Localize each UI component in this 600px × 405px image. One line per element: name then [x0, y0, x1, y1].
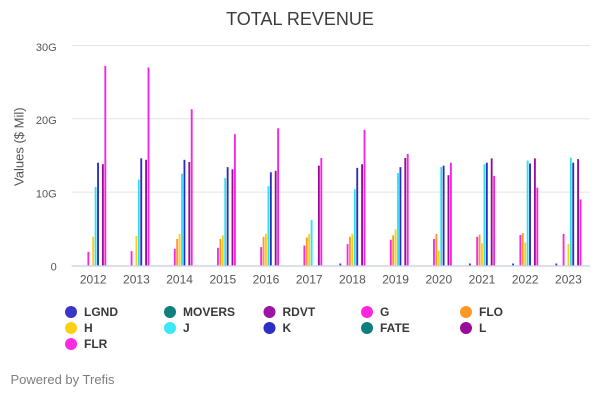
svg-text:30G: 30G: [36, 42, 57, 54]
svg-text:J: J: [183, 321, 190, 335]
svg-text:2017: 2017: [296, 273, 323, 287]
svg-text:10G: 10G: [36, 188, 57, 200]
svg-text:2013: 2013: [123, 273, 150, 287]
svg-text:FLO: FLO: [479, 305, 503, 319]
svg-text:2022: 2022: [512, 273, 539, 287]
svg-text:2016: 2016: [253, 273, 280, 287]
svg-text:FLR: FLR: [84, 337, 108, 351]
svg-text:G: G: [380, 305, 389, 319]
svg-text:2019: 2019: [382, 273, 409, 287]
svg-text:RDVT: RDVT: [283, 305, 316, 319]
svg-text:2012: 2012: [80, 273, 107, 287]
svg-text:L: L: [479, 321, 486, 335]
svg-text:2014: 2014: [166, 273, 193, 287]
svg-text:0: 0: [51, 262, 57, 274]
svg-text:H: H: [84, 321, 93, 335]
svg-text:20G: 20G: [36, 115, 57, 127]
svg-text:Powered by Trefis: Powered by Trefis: [11, 372, 116, 387]
svg-text:2015: 2015: [209, 273, 236, 287]
svg-text:2018: 2018: [339, 273, 366, 287]
svg-text:2021: 2021: [469, 273, 496, 287]
svg-text:LGND: LGND: [84, 305, 118, 319]
svg-text:2023: 2023: [555, 273, 582, 287]
svg-text:FATE: FATE: [380, 321, 410, 335]
svg-text:2020: 2020: [425, 273, 452, 287]
svg-text:TOTAL REVENUE: TOTAL REVENUE: [226, 9, 374, 29]
svg-text:Values ($ Mil): Values ($ Mil): [12, 107, 27, 186]
svg-text:K: K: [283, 321, 292, 335]
svg-text:MOVERS: MOVERS: [183, 305, 235, 319]
